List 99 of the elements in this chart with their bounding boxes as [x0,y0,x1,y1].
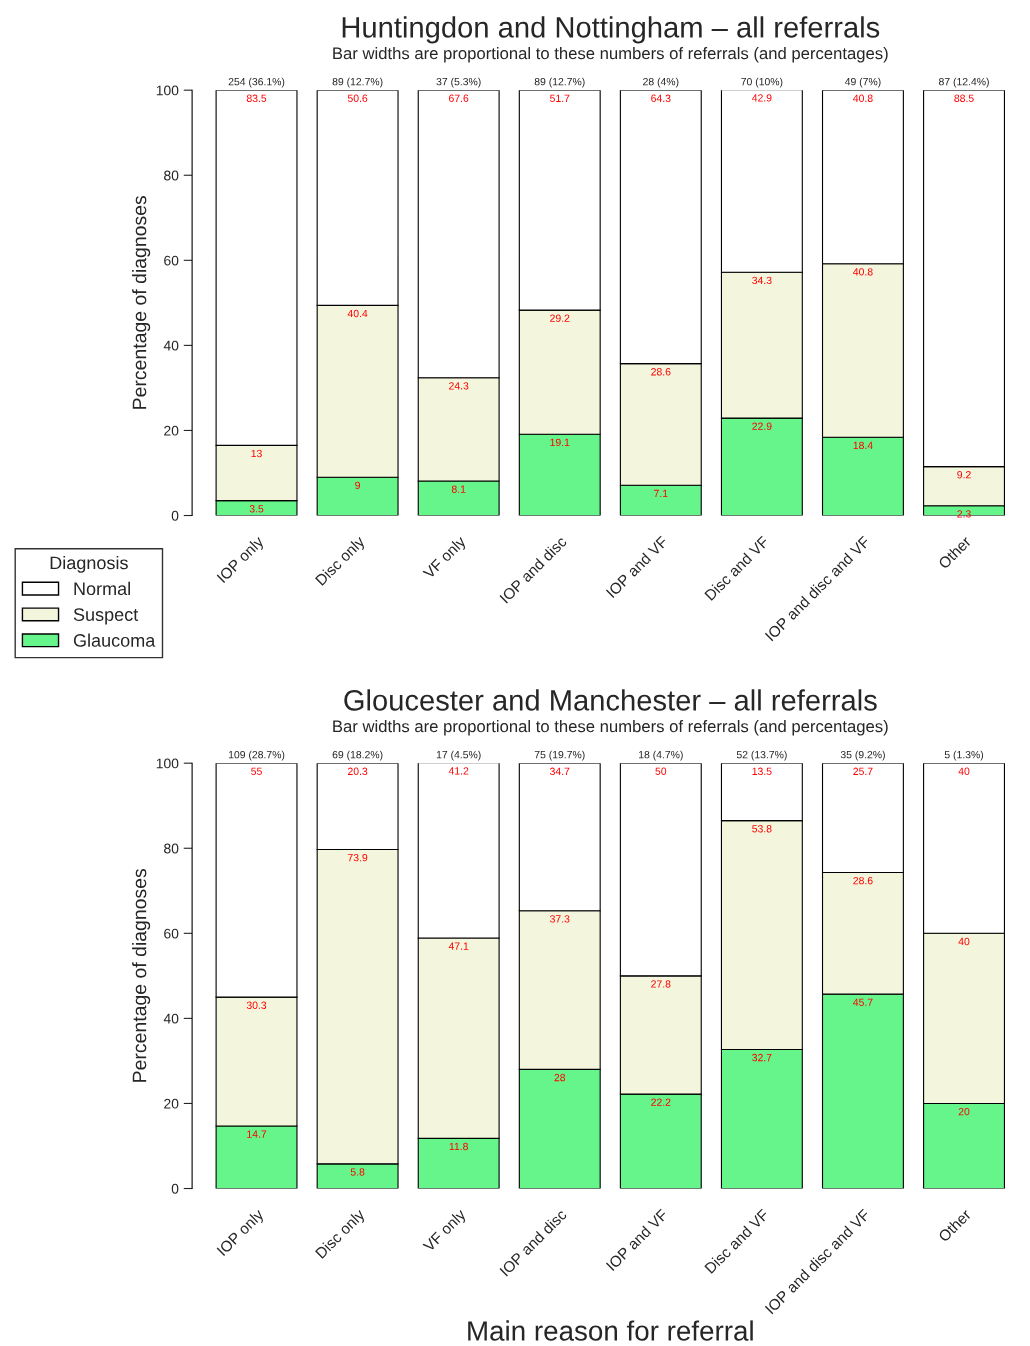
data-label: 3.5 [249,505,264,513]
y-tick-label: 100 [156,85,179,96]
data-label: 37.3 [550,915,570,923]
total-label: 69 (18.2%) [332,750,383,761]
legend-label: Glaucoma [73,633,156,647]
x-tick-label: IOP and VF [605,1208,669,1272]
data-label: 67.6 [449,94,469,102]
y-tick-label: 60 [164,928,179,939]
x-tick-label: VF only [422,534,469,582]
x-tick-label: IOP and VF [605,535,669,599]
data-label: 9.2 [957,471,971,479]
legend-label: Suspect [73,608,139,625]
chart-subtitle: Bar widths are proportional to these numbers of referrals (and percentages) [333,47,888,63]
data-label: 27.8 [651,980,671,988]
total-label: 28 (4%) [643,77,679,88]
data-label: 83.5 [246,94,267,102]
data-label: 53.8 [752,825,772,833]
data-label: 64.3 [651,94,671,102]
legend-title: Diagnosis [50,556,128,573]
data-label: 20.3 [347,767,368,775]
data-label: 11.8 [449,1142,468,1151]
data-label: 20 [958,1107,970,1116]
data-label: 40 [958,937,970,946]
x-tick-label: IOP and disc [499,535,568,604]
data-label: 8.1 [451,485,466,493]
total-label: 75 (19.7%) [534,750,585,761]
y-tick-label: 40 [163,340,179,351]
data-label: 32.7 [752,1053,772,1062]
y-tick-label: 20 [164,1098,179,1109]
chart-title: Gloucester and Manchester – all referrals [344,689,877,711]
data-label: 24.3 [449,382,469,390]
data-label: 73.9 [348,853,368,862]
data-label: 13 [251,449,262,458]
chart-subtitle: Bar widths are proportional to these numbers of referrals (and percentages) [333,720,888,736]
data-label: 2.3 [957,510,971,518]
x-tick-label: Disc only [314,534,368,588]
y-tick-label: 100 [156,758,179,769]
data-label: 47.1 [448,942,469,950]
total-label: 37 (5.3%) [436,77,481,88]
total-label: 89 (12.7%) [332,77,383,88]
y-tick-label: 80 [164,170,179,181]
y-tick-label: 60 [164,255,179,266]
data-label: 34.3 [752,276,772,285]
data-label: 19.1 [550,438,570,447]
total-label: 52 (13.7%) [736,750,787,761]
data-label: 18.4 [853,441,873,450]
data-label: 55 [251,767,262,775]
legend-label: Normal [74,581,130,596]
y-tick-label: 0 [171,510,179,521]
data-label: 40.8 [853,94,873,102]
y-tick-label: 80 [164,843,179,854]
data-label: 41.2 [448,767,469,775]
data-label: 9 [355,481,361,490]
y-tick-label: 40 [163,1013,179,1024]
data-label: 50 [655,767,667,775]
data-label: 42.9 [751,94,772,102]
x-tick-label: Disc and VF [703,1208,770,1274]
data-label: 7.1 [654,489,668,498]
y-tick-label: 20 [164,425,179,436]
total-label: 18 (4.7%) [639,750,683,761]
x-tick-label: Disc and VF [703,535,770,601]
data-label: 5.8 [350,1168,365,1176]
total-label: 109 (28.7%) [228,750,285,761]
x-tick-label: Disc only [314,1207,368,1261]
x-tick-label: IOP only [216,534,267,586]
data-label: 40 [958,767,970,775]
data-label: 45.7 [853,998,873,1006]
data-label: 51.7 [550,94,570,102]
total-label: 49 (7%) [844,77,881,88]
data-label: 50.6 [347,94,368,102]
data-label: 40.4 [347,309,368,318]
y-tick-label: 0 [171,1183,179,1194]
total-label: 254 (36.1%) [228,77,285,88]
data-label: 13.5 [752,767,772,775]
y-axis-title: Percentage of diagnoses [132,868,151,1082]
x-tick-label: IOP and disc [499,1208,568,1277]
data-label: 28.6 [853,876,873,885]
x-axis-title: Main reason for referral [468,1320,753,1341]
data-label: 22.2 [651,1098,671,1106]
chart-title: Huntingdon and Nottingham – all referrals [342,16,880,44]
total-label: 70 (10%) [741,77,783,88]
data-label: 25.7 [853,767,873,775]
total-label: 5 (1.3%) [944,750,984,761]
data-label: 29.2 [550,314,570,322]
total-label: 87 (12.4%) [938,77,989,88]
total-label: 17 (4.5%) [436,750,481,761]
data-label: 22.9 [752,422,772,430]
data-label: 28 [554,1073,566,1082]
x-tick-label: IOP only [216,1207,267,1259]
data-label: 34.7 [550,767,570,775]
data-label: 28.6 [651,368,671,376]
data-label: 30.3 [246,1001,267,1009]
data-label: 14.7 [247,1130,267,1138]
y-axis-title: Percentage of diagnoses [132,195,151,409]
total-label: 89 (12.7%) [534,77,585,88]
x-tick-label: VF only [422,1207,469,1255]
total-label: 35 (9.2%) [840,750,885,761]
data-label: 88.5 [954,94,974,102]
data-label: 40.8 [853,268,873,276]
